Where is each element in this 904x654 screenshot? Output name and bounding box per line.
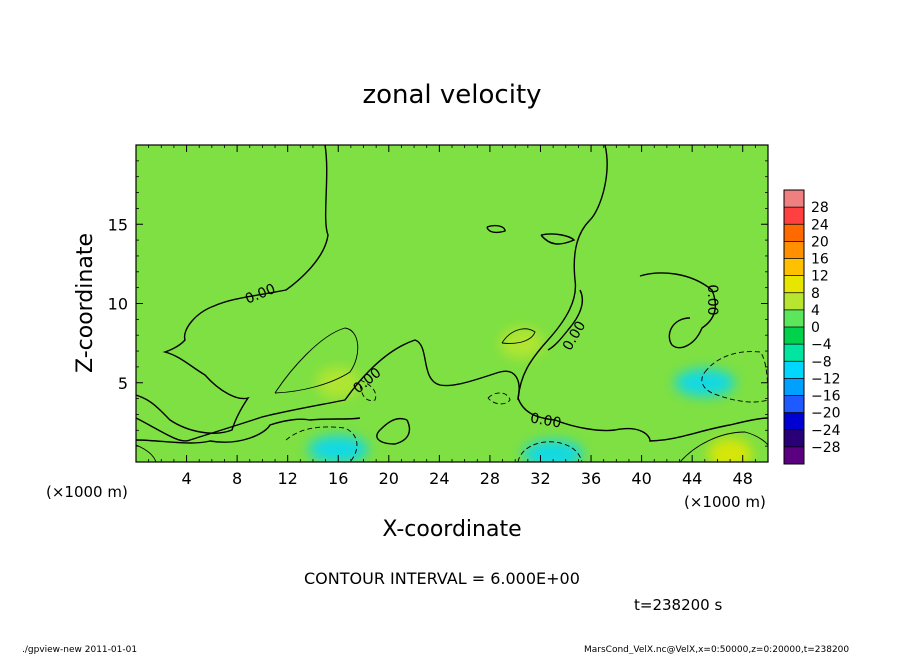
- colorbar-swatch: [784, 207, 804, 225]
- zero-contour: [639, 272, 717, 349]
- zero-contour: [136, 339, 768, 442]
- colorbar-label: 0: [811, 320, 820, 336]
- colorbar-label: 8: [811, 286, 820, 302]
- x-tick-label: 44: [682, 469, 702, 488]
- contour-label: 0.00: [704, 284, 720, 315]
- positive-region: [316, 366, 361, 399]
- x-tick-label: 12: [278, 469, 298, 488]
- time-text: t=238200 s: [634, 596, 722, 614]
- negative-contour: [517, 441, 583, 462]
- colorbar-label: −28: [811, 440, 841, 456]
- x-tick-label: 48: [733, 469, 753, 488]
- colorbar-swatch: [784, 241, 804, 259]
- colorbar-swatch: [784, 327, 804, 345]
- colorbar-swatch: [784, 361, 804, 379]
- colorbar-label: −4: [811, 337, 832, 353]
- colorbar-swatch: [784, 275, 804, 294]
- colorbar-label: 12: [811, 269, 829, 285]
- x-axis: 4 8 12 16 20 24 28 32 36 40 44 48: [148, 145, 756, 488]
- negative-region: [674, 368, 735, 397]
- zero-contour: [547, 289, 584, 351]
- negative-contour: [701, 351, 768, 403]
- colorbar-swatch: [784, 190, 804, 208]
- colorbar-swatch: [784, 378, 804, 396]
- y-tick-label: 5: [118, 374, 128, 393]
- y-tick-label: 15: [108, 215, 128, 234]
- positive-region: [499, 327, 544, 360]
- negative-region: [523, 440, 584, 462]
- plot-background: [136, 145, 768, 462]
- x-unit-label: (×1000 m): [46, 483, 128, 501]
- zero-contour: [486, 224, 506, 234]
- colorbar-label: −8: [811, 354, 832, 370]
- negative-contour: [285, 426, 358, 462]
- footer-left: ./gpview-new 2011-01-01: [22, 645, 137, 654]
- chart-title: zonal velocity: [362, 80, 541, 110]
- zero-contour: [517, 145, 608, 401]
- x-axis-title: X-coordinate: [382, 517, 521, 542]
- positive-contour: [679, 431, 768, 462]
- colorbar-label: 28: [811, 200, 829, 216]
- colorbar-label: −24: [811, 423, 841, 439]
- negative-contour: [359, 379, 377, 402]
- x-tick-label: 36: [581, 469, 601, 488]
- zero-contours: [136, 145, 768, 445]
- zero-contour: [136, 145, 329, 434]
- colorbar-swatch: [784, 395, 804, 413]
- footer-right: MarsCond_VelX.nc@VelX,x=0:50000,z=0:2000…: [584, 645, 849, 654]
- x-tick-label: 28: [480, 469, 500, 488]
- zero-contour: [376, 418, 411, 445]
- colorbar-label: 24: [811, 217, 829, 233]
- x-tick-label: 4: [181, 469, 191, 488]
- colorbar-swatch: [784, 309, 804, 328]
- y-tick-label: 10: [108, 295, 128, 314]
- y-axis-title: Z-coordinate: [73, 233, 98, 373]
- colorbar-swatch: [784, 412, 804, 431]
- zero-contour: [136, 417, 361, 444]
- field-shading: [308, 327, 753, 462]
- colorbar-label: −16: [811, 389, 841, 405]
- colorbar-swatch: [784, 292, 804, 311]
- colorbar-swatch: [784, 429, 804, 448]
- colorbar-swatch: [784, 224, 804, 242]
- plot-area: 0.000.000.000.000.00: [135, 144, 769, 463]
- positive-contour: [501, 328, 536, 344]
- positive-region: [708, 438, 753, 462]
- colorbar-swatch: [784, 446, 804, 465]
- x-tick-label: 20: [379, 469, 399, 488]
- contour-interval-text: CONTOUR INTERVAL = 6.000E+00: [304, 569, 580, 588]
- contour-label: 0.00: [529, 410, 562, 431]
- x-unit-label-right: (×1000 m): [684, 493, 766, 511]
- zero-contour: [540, 233, 576, 245]
- other-contours: [136, 327, 768, 462]
- colorbar-label: 20: [811, 234, 829, 250]
- negative-region: [308, 435, 369, 462]
- colorbar-swatch: [784, 258, 804, 276]
- x-tick-label: 32: [530, 469, 550, 488]
- x-tick-label: 24: [429, 469, 449, 488]
- negative-contour: [487, 392, 511, 405]
- x-tick-label: 40: [631, 469, 651, 488]
- colorbar-label: 16: [811, 252, 829, 268]
- colorbar-label: 4: [811, 303, 820, 319]
- x-tick-label: 16: [328, 469, 348, 488]
- x-tick-label: 8: [232, 469, 242, 488]
- positive-contour: [274, 327, 359, 394]
- colorbar-label: −12: [811, 371, 841, 387]
- y-axis: 5 10 15: [108, 160, 768, 447]
- colorbar-swatch: [784, 344, 804, 362]
- colorbar-label: −20: [811, 406, 841, 422]
